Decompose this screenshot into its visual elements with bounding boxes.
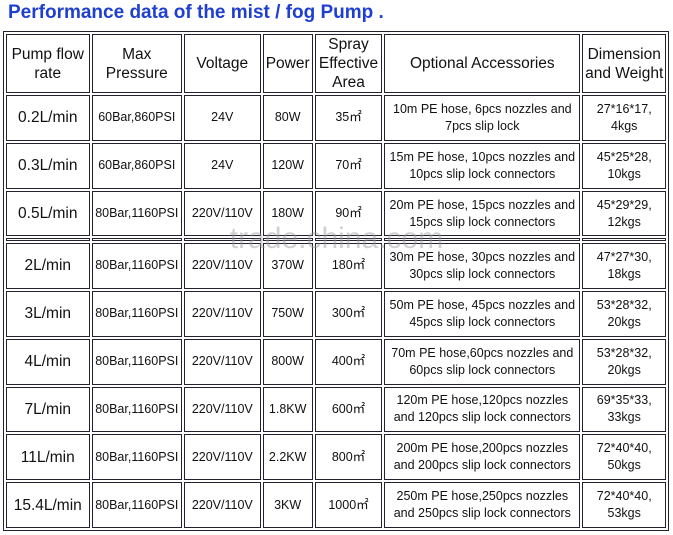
table-cell: 800㎡ [314,434,383,481]
table-cell [91,238,183,242]
table-cell: 45*25*28, 10kgs [582,142,666,189]
table-cell: 600㎡ [314,386,383,433]
table-cell: 80Bar,1160PSI [91,434,183,481]
table-cell: 80Bar,1160PSI [91,338,183,385]
table-row: 4L/min 80Bar,1160PSI 220V/110V 800W 400㎡ 70m … [6,338,666,385]
table-cell: 220V/110V [184,243,261,289]
table-cell: 0.2L/min [6,95,90,141]
table-cell: 4L/min [6,338,90,385]
table-body: 0.2L/min 60Bar,860PSI 24V 80W 35㎡ 10m PE hose… [6,95,666,528]
table-cell: 750W [262,290,313,337]
table-cell: 220V/110V [184,386,261,433]
column-header: Voltage [184,34,261,93]
table-cell: 24V [184,142,261,189]
table-cell: 10m PE hose, 6pcs nozzles and 7pcs slip … [384,95,581,141]
table-cell: 24V [184,95,261,141]
table-cell: 20m PE hose, 15pcs nozzles and 15pcs sli… [384,190,581,237]
table-cell: 80Bar,1160PSI [91,243,183,289]
page-title: Performance data of the mist / fog Pump … [8,2,384,23]
table-cell: 3KW [262,482,313,528]
column-header: Pump flow rate [6,34,90,93]
table-cell: 0.3L/min [6,142,90,189]
table-cell: 1000㎡ [314,482,383,528]
table-cell: 53*28*32, 20kgs [582,338,666,385]
table-cell: 69*35*33, 33kgs [582,386,666,433]
table-cell: 0.5L/min [6,190,90,237]
table-cell [314,238,383,242]
table-cell: 80Bar,1160PSI [91,190,183,237]
column-header: Max Pressure [91,34,183,93]
table-cell [6,238,90,242]
table-cell: 53*28*32, 20kgs [582,290,666,337]
table-cell: 120m PE hose,120pcs nozzles and 120pcs s… [384,386,581,433]
table-cell: 80W [262,95,313,141]
obscured-row [6,238,666,242]
table-cell: 11L/min [6,434,90,481]
table-cell: 47*27*30, 18kgs [582,243,666,289]
table-cell: 120W [262,142,313,189]
table-cell: 180W [262,190,313,237]
table-cell: 72*40*40, 53kgs [582,482,666,528]
table-cell: 250m PE hose,250pcs nozzles and 250pcs s… [384,482,581,528]
column-header: Dimension and Weight [582,34,666,93]
table-cell: 45*29*29, 12kgs [582,190,666,237]
table-cell: 1.8KW [262,386,313,433]
table-cell: 220V/110V [184,190,261,237]
table-cell: 80Bar,1160PSI [91,482,183,528]
table-cell: 300㎡ [314,290,383,337]
table-cell: 60Bar,860PSI [91,142,183,189]
table-cell: 220V/110V [184,338,261,385]
table-cell: 50m PE hose, 45pcs nozzles and 45pcs sli… [384,290,581,337]
table-row: 0.5L/min 80Bar,1160PSI 220V/110V 180W 90㎡ 20m… [6,190,666,237]
table-cell: 800W [262,338,313,385]
table-cell: 180㎡ [314,243,383,289]
table-row: 7L/min 80Bar,1160PSI 220V/110V 1.8KW 600㎡ 120… [6,386,666,433]
table-row: 0.2L/min 60Bar,860PSI 24V 80W 35㎡ 10m PE hose… [6,95,666,141]
table-cell: 80Bar,1160PSI [91,290,183,337]
column-header: Spray Effective Area [314,34,383,93]
table-cell: 370W [262,243,313,289]
table-cell [262,238,313,242]
table-cell: 15m PE hose, 10pcs nozzles and 10pcs sli… [384,142,581,189]
table-cell: 90㎡ [314,190,383,237]
table-cell [384,238,581,242]
table-cell: 15.4L/min [6,482,90,528]
column-header: Optional Accessories [384,34,581,93]
header-row: Pump flow rate Max Pressure Voltage Power Sp… [6,34,666,93]
table-row: 0.3L/min 60Bar,860PSI 24V 120W 70㎡ 15m PE hos… [6,142,666,189]
table-row: 3L/min 80Bar,1160PSI 220V/110V 750W 300㎡ 50m … [6,290,666,337]
table-cell: 72*40*40, 50kgs [582,434,666,481]
table-cell: 220V/110V [184,434,261,481]
table-cell: 7L/min [6,386,90,433]
table-cell: 70㎡ [314,142,383,189]
table-cell: 2L/min [6,243,90,289]
table-row: 15.4L/min 80Bar,1160PSI 220V/110V 3KW 1000㎡ 2… [6,482,666,528]
table-cell: 200m PE hose,200pcs nozzles and 200pcs s… [384,434,581,481]
table-cell [582,238,666,242]
column-header: Power [262,34,313,93]
table-cell: 27*16*17, 4kgs [582,95,666,141]
table-row: 2L/min 80Bar,1160PSI 220V/110V 370W 180㎡ 30m … [6,243,666,289]
table-cell: 3L/min [6,290,90,337]
spec-table: Pump flow rate Max Pressure Voltage Power Sp… [3,31,669,531]
table-cell: 60Bar,860PSI [91,95,183,141]
table-cell: 70m PE hose,60pcs nozzles and 60pcs slip… [384,338,581,385]
table-cell: 220V/110V [184,482,261,528]
table-cell [184,238,261,242]
table-cell: 80Bar,1160PSI [91,386,183,433]
table-cell: 35㎡ [314,95,383,141]
table-cell: 2.2KW [262,434,313,481]
table-cell: 220V/110V [184,290,261,337]
table-row: 11L/min 80Bar,1160PSI 220V/110V 2.2KW 800㎡ 20… [6,434,666,481]
table-cell: 30m PE hose, 30pcs nozzles and 30pcs sli… [384,243,581,289]
table-cell: 400㎡ [314,338,383,385]
